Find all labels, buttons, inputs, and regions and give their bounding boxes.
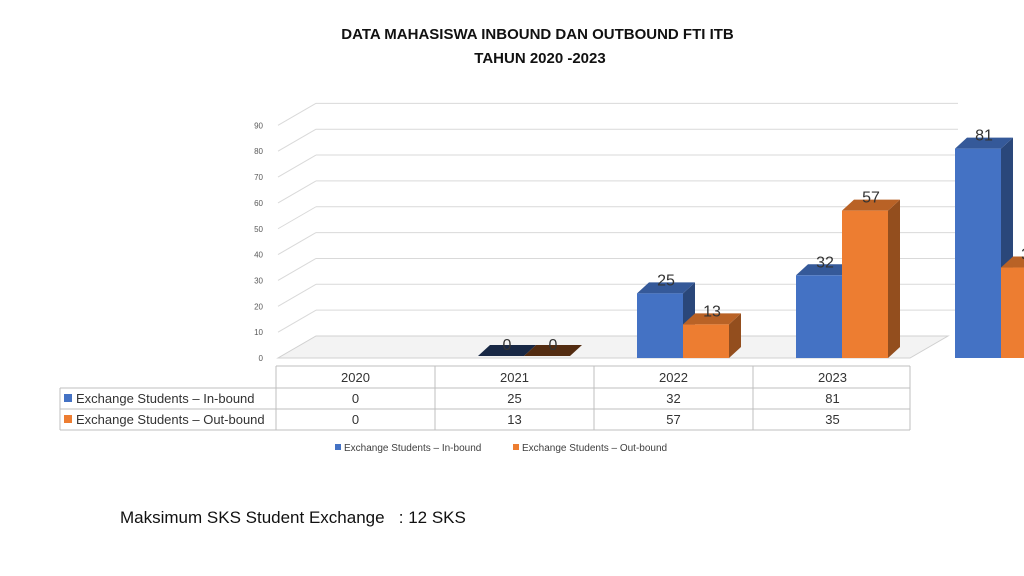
gridline-side xyxy=(277,258,317,281)
data-label: 13 xyxy=(703,303,721,320)
gridline-side xyxy=(277,128,317,152)
y-tick-label: 20 xyxy=(254,302,263,311)
bar-front xyxy=(683,324,729,358)
bar-outbound-2020 xyxy=(524,345,582,356)
bar-front xyxy=(637,293,683,358)
bar-top xyxy=(1001,256,1024,268)
table-series-name: Exchange Students – In-bound xyxy=(76,391,255,406)
y-tick-label: 70 xyxy=(254,173,263,182)
table-cell: 0 xyxy=(352,412,359,427)
y-tick-label: 50 xyxy=(254,225,263,234)
chart-title: DATA MAHASISWA INBOUND DAN OUTBOUND FTI … xyxy=(341,26,734,43)
y-tick-label: 80 xyxy=(254,147,263,156)
y-tick-label: 90 xyxy=(254,121,263,130)
x-tick-label: 2022 xyxy=(659,370,688,385)
bar-front xyxy=(842,210,888,358)
gridline-side xyxy=(277,283,317,307)
note-separator: : xyxy=(384,508,409,527)
bar-top xyxy=(637,282,695,294)
bar-chart: 0 10 20 30 40 50 60 70 80 90 0 0 25 13 32 57 81 35 2020 0 0 2… xyxy=(59,102,1024,454)
table-cell: 81 xyxy=(825,391,839,406)
gridline-side xyxy=(277,309,317,333)
gridline-side xyxy=(277,206,317,230)
note-value: 12 SKS xyxy=(408,508,466,527)
table-cell: 35 xyxy=(825,412,839,427)
gridline-side xyxy=(277,180,317,204)
bar-outbound-2021 xyxy=(683,313,741,358)
bar-top xyxy=(683,313,741,325)
bar-top xyxy=(796,264,854,276)
note-label: Maksimum SKS Student Exchange xyxy=(120,508,385,527)
data-label: 81 xyxy=(975,128,993,145)
x-tick-label: 2020 xyxy=(341,370,370,385)
bar-front xyxy=(955,148,1001,358)
table-series-key xyxy=(64,415,72,423)
data-label: 35 xyxy=(1021,247,1024,264)
gridline-side xyxy=(277,154,317,178)
table-cell: 13 xyxy=(507,412,521,427)
bar-side xyxy=(729,313,741,358)
legend-label: Exchange Students – In-bound xyxy=(344,443,481,454)
data-label: 25 xyxy=(657,272,675,289)
bar-front xyxy=(1001,267,1024,358)
data-label: 0 xyxy=(549,337,558,354)
bar-top xyxy=(478,345,536,356)
gridline-side xyxy=(277,232,317,256)
table-series-key xyxy=(64,394,72,402)
bar-top xyxy=(524,345,582,356)
chart-subtitle: TAHUN 2020 -2023 xyxy=(474,50,606,67)
table-cell: 0 xyxy=(352,391,359,406)
table-cell: 25 xyxy=(507,391,521,406)
table-cell: 57 xyxy=(666,412,680,427)
bar-side xyxy=(888,199,900,358)
x-tick-label: 2023 xyxy=(818,370,847,385)
bar-top xyxy=(842,199,900,211)
bar-inbound-2023 xyxy=(955,137,1013,358)
y-tick-label: 0 xyxy=(259,354,264,363)
table-cell: 32 xyxy=(666,391,680,406)
y-tick-label: 10 xyxy=(254,328,263,337)
bar-inbound-2020 xyxy=(478,345,536,356)
data-label: 57 xyxy=(862,190,880,207)
bar-outbound-2022 xyxy=(842,199,900,358)
bar-top xyxy=(955,137,1013,149)
y-tick-label: 60 xyxy=(254,199,263,208)
table-series-name: Exchange Students – Out-bound xyxy=(76,412,265,427)
x-tick-label: 2021 xyxy=(500,370,529,385)
bar-inbound-2021 xyxy=(637,282,695,358)
data-label: 0 xyxy=(503,337,512,354)
legend-key xyxy=(335,444,341,450)
y-tick-label: 40 xyxy=(254,251,263,260)
bar-outbound-2023 xyxy=(1001,256,1024,358)
bar-front xyxy=(796,275,842,358)
legend-key xyxy=(513,444,519,450)
gridline-side xyxy=(277,102,317,126)
note: Maksimum SKS Student Exchange : 12 SKS xyxy=(120,508,466,528)
data-label: 32 xyxy=(816,254,834,271)
legend-label: Exchange Students – Out-bound xyxy=(522,443,667,454)
y-tick-label: 30 xyxy=(254,276,263,285)
